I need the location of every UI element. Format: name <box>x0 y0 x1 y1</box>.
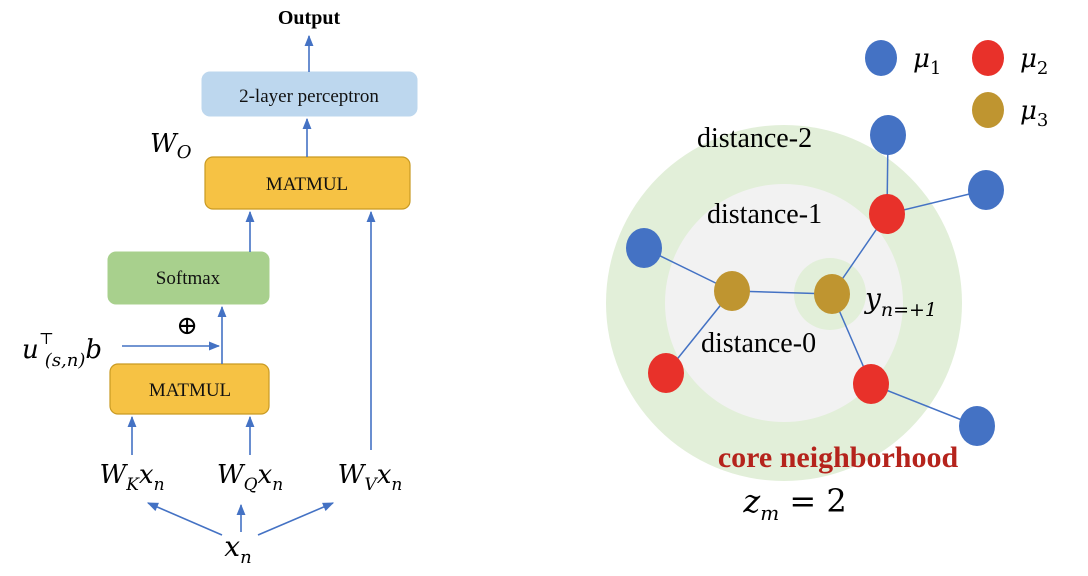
perceptron-label: 2-layer perceptron <box>239 86 379 107</box>
distance-1-label: distance-1 <box>707 199 822 230</box>
node-mu2 <box>869 194 905 234</box>
legend-mu1-label: μ1 <box>913 44 941 79</box>
legend-mu3-marker <box>972 92 1004 128</box>
legend: μ1 μ2 μ3 <box>865 40 1048 131</box>
node-mu1 <box>959 406 995 446</box>
node-mu1 <box>626 228 662 268</box>
core-neighborhood-label: core neighborhood <box>718 441 959 474</box>
zm-label: zm = 2 <box>742 482 846 525</box>
matmul-top-label: MATMUL <box>266 174 348 195</box>
wo-label: WO <box>150 129 192 163</box>
distance-0-label: distance-0 <box>701 328 816 359</box>
edge <box>870 383 978 427</box>
softmax-label: Softmax <box>156 268 221 289</box>
output-label: Output <box>278 7 341 29</box>
neighborhood-diagram: distance-2 distance-1 distance-0 yn=+1 c… <box>606 40 1048 525</box>
input-wk: WKxn <box>99 460 164 495</box>
node-center-mu3 <box>814 274 850 314</box>
source-xn: xn <box>224 530 251 568</box>
center-node-label: yn=+1 <box>863 282 937 321</box>
matmul-bottom-box <box>109 363 270 415</box>
legend-mu1-marker <box>865 40 897 76</box>
arrow-xn-wv <box>257 502 335 536</box>
middle-ring <box>665 184 903 422</box>
node-mu2 <box>648 353 684 393</box>
bias-label: u⊤ (s,n)b <box>22 329 102 371</box>
input-wq: WQxn <box>217 460 283 495</box>
node-mu3 <box>714 271 750 311</box>
legend-mu2-marker <box>972 40 1004 76</box>
attention-block: Output 2-layer perceptron WO MATMUL Soft… <box>22 7 418 568</box>
softmax-box <box>107 251 270 305</box>
node-mu1 <box>870 115 906 155</box>
matmul-bottom-label: MATMUL <box>149 380 231 401</box>
arrow-xn-wk <box>146 502 223 536</box>
add-symbol: ⊕ <box>176 311 198 340</box>
legend-mu2-label: μ2 <box>1020 44 1048 79</box>
node-mu2 <box>853 364 889 404</box>
legend-mu3-label: μ3 <box>1020 96 1048 131</box>
attention-arrows <box>122 34 376 536</box>
input-wv: WVxn <box>338 460 403 495</box>
node-mu1 <box>968 170 1004 210</box>
distance-2-label: distance-2 <box>697 123 812 154</box>
